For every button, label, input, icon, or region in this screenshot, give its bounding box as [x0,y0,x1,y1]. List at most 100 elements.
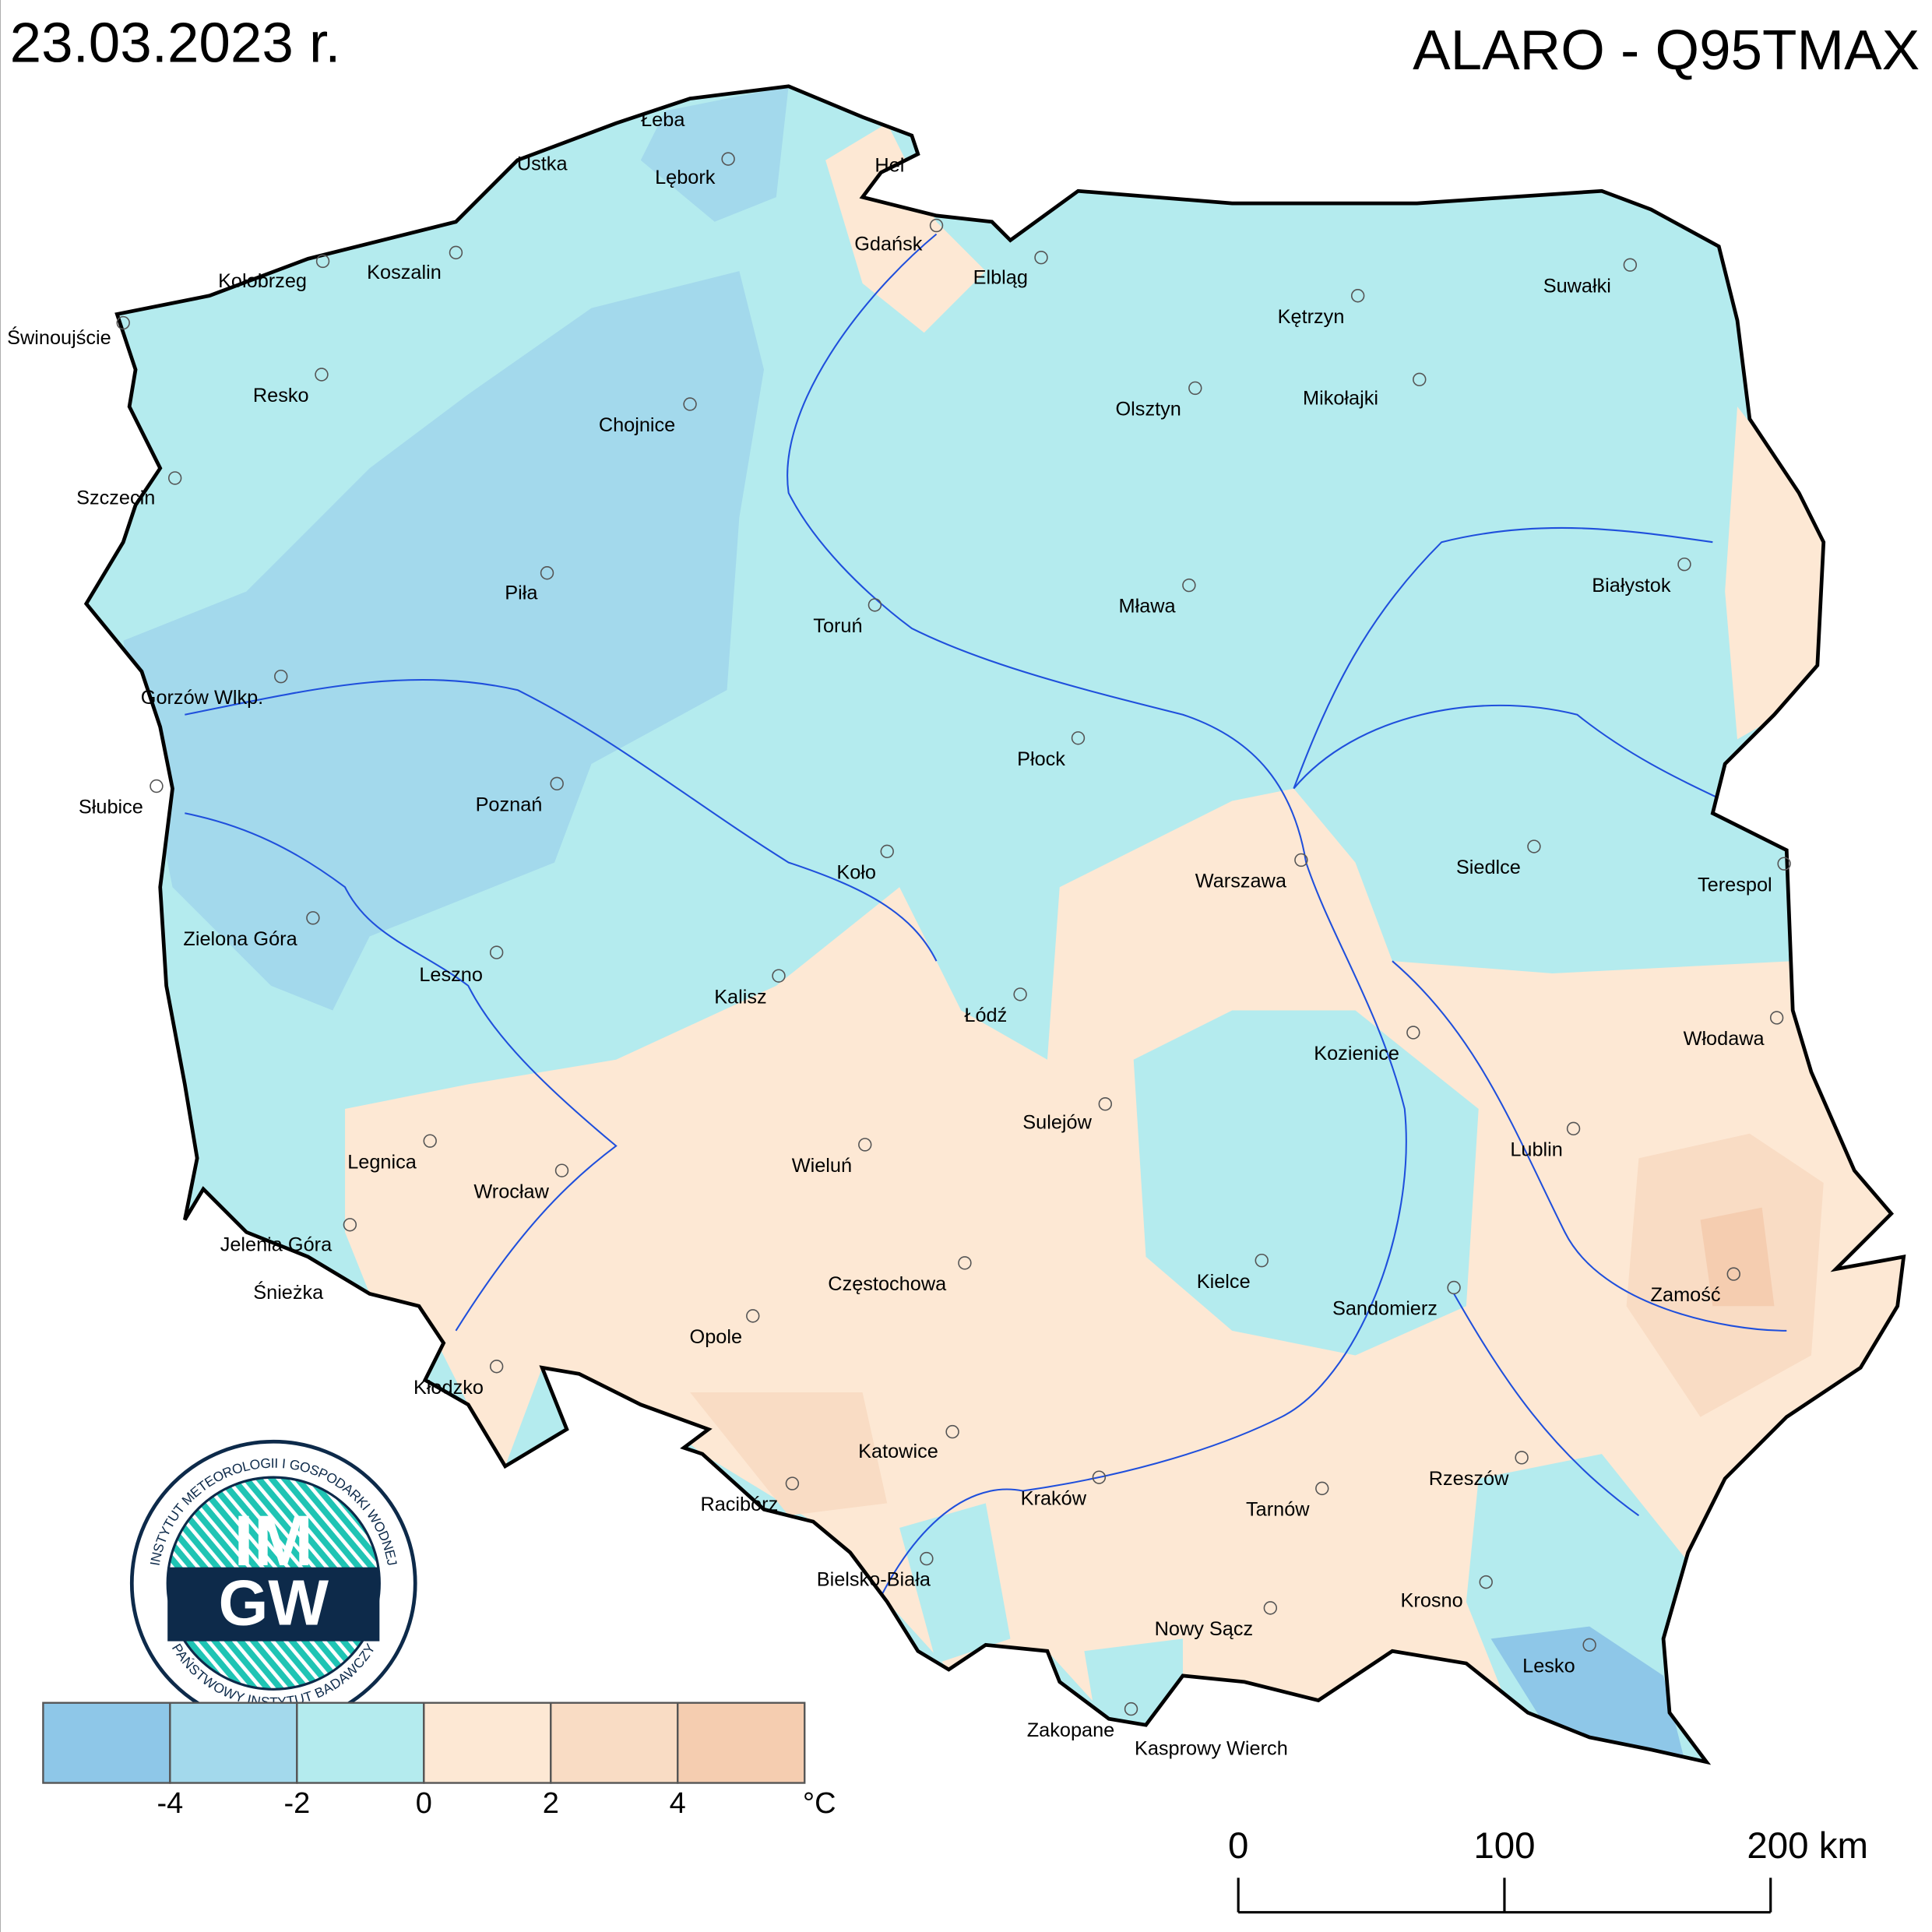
city-label: Warszawa [1195,871,1287,892]
city-label: Lublin [1510,1139,1563,1161]
city-dot [315,368,329,382]
city-dot [858,1138,872,1152]
oder [185,812,618,1332]
legend-swatch [169,1701,298,1784]
city-label: Śnieżka [253,1280,324,1304]
city-dot [880,844,894,859]
city-label: Kętrzyn [1278,306,1345,328]
city-label: Poznań [476,794,543,815]
city-label: Łeba [641,109,685,131]
city-label: Słubice [79,797,143,818]
city-label: Krosno [1401,1590,1463,1612]
vistula [787,233,1407,1639]
city-label: Mikołajki [1303,387,1378,409]
city-label: Zielona Góra [183,928,297,950]
city-dot [489,945,504,959]
city-dot [721,152,735,166]
city-dot [1263,1601,1278,1615]
city-label: Resko [253,385,309,406]
city-label: Lębork [655,167,716,188]
scale-label: 0 [1228,1825,1248,1867]
city-label: Gorzów Wlkp. [141,687,263,709]
city-dot [1092,1470,1107,1484]
city-label: Łódź [964,1005,1007,1026]
legend-swatch [423,1701,552,1784]
city-label: Elbląg [973,266,1028,288]
field-cool-patch [899,1503,1011,1664]
city-label: Chojnice [599,414,675,436]
city-label: Kasprowy Wierch [1135,1738,1288,1760]
city-dot [489,1360,504,1374]
legend-tick-label: -2 [283,1787,310,1820]
city-label: Białystok [1592,575,1671,596]
city-dot [1071,731,1086,745]
logo-top: IM [234,1501,313,1581]
city-label: Kalisz [714,986,766,1008]
city-label: Gdańsk [854,234,923,255]
city-label: Legnica [347,1151,417,1173]
city-dot [1124,1701,1138,1716]
city-label: Płock [1017,748,1065,770]
city-dot [423,1134,437,1148]
city-label: Opole [690,1326,743,1348]
city-label: Nowy Sącz [1155,1618,1254,1640]
cities: Łeba Ustka Lębork Hel Gdańsk Elbląg Kołobrzeg K… [7,109,1791,1760]
legend-tick-label: 0 [416,1787,432,1820]
city-dot [1777,857,1791,871]
city-dot [1515,1451,1529,1465]
field-warmer [690,1392,888,1516]
city-dot [772,969,786,983]
city-dot [1034,250,1048,265]
city-label: Bielsko-Biała [817,1569,931,1591]
city-label: Lesko [1522,1655,1575,1677]
scale-label: 100 [1473,1825,1535,1867]
city-dot [116,315,130,330]
city-dot [1527,839,1541,853]
city-label: Sandomierz [1332,1298,1438,1320]
city-dot [945,1424,959,1439]
city-dot [1294,853,1308,867]
city-dot [867,598,882,612]
bug [1293,704,1751,815]
city-label: Siedlce [1456,857,1521,878]
city-label: Piła [505,582,538,604]
san [1453,1293,1640,1517]
logo-band [167,1567,380,1642]
city-label: Kołobrzeg [218,270,307,292]
city-dot [343,1218,357,1232]
legend-swatch [550,1701,679,1784]
city-dot [1182,578,1196,593]
city-dot [683,397,697,411]
city-label: Częstochowa [828,1273,947,1295]
city-dot [1566,1121,1581,1136]
field-cool-patch [1084,1638,1183,1726]
city-dot [274,669,288,684]
city-dot [746,1309,760,1323]
legend-tick-label: 2 [543,1787,559,1820]
city-dot [1255,1253,1269,1268]
city-label: Mława [1119,596,1177,618]
field-cool-patch [1133,1010,1479,1356]
rivers [185,233,1787,1639]
city-dot [550,776,564,791]
city-dot [1413,372,1427,387]
field-cool [123,271,765,1011]
city-label: Suwałki [1543,275,1611,297]
city-dot [929,218,944,233]
city-dot [449,245,463,260]
city-dot [554,1163,569,1177]
field-cold [1490,1626,1688,1762]
city-dot [1582,1638,1596,1652]
city-label: Katowice [858,1441,938,1462]
city-dot [958,1256,972,1270]
city-label: Wieluń [792,1155,852,1177]
wieprz [1392,960,1787,1332]
city-dot [1447,1280,1461,1295]
legend-swatch [42,1701,171,1784]
field-cool [640,86,789,222]
city-label: Olsztyn [1116,399,1181,421]
legend-swatch [296,1701,425,1784]
field-warm [825,123,986,333]
city-dot [1013,987,1027,1001]
scale-bar: 0 100 200 km [1228,1825,1868,1914]
